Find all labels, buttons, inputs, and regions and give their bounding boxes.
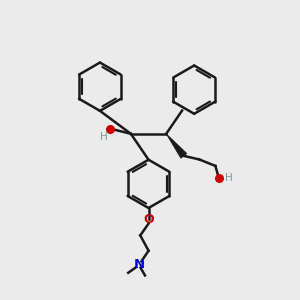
Text: N: N: [134, 258, 145, 271]
Text: O: O: [143, 213, 154, 226]
Polygon shape: [166, 134, 187, 158]
Text: H: H: [100, 132, 108, 142]
Text: H: H: [225, 173, 233, 183]
